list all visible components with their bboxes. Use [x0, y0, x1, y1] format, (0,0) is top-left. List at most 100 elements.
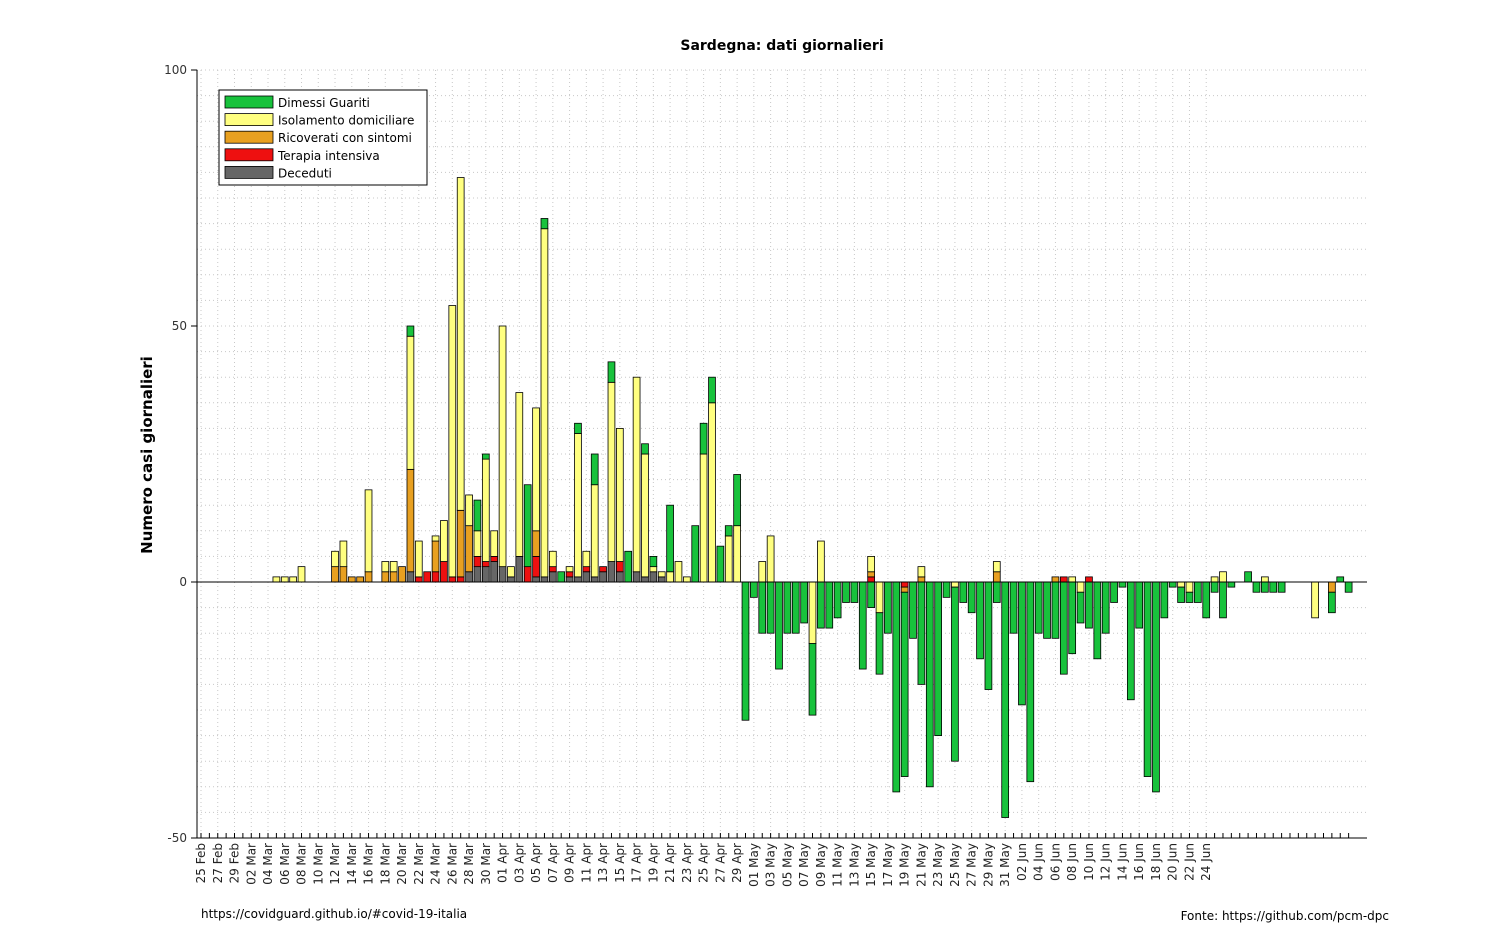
- x-tick-label: 18 Mar: [378, 843, 392, 885]
- bar-segment: [1194, 581, 1202, 603]
- bar-segment: [900, 581, 909, 588]
- bar-segment: [607, 381, 616, 562]
- bar-segment: [490, 530, 499, 557]
- x-tick-label: 29 Apr: [730, 843, 744, 883]
- x-tick-label: 14 Jun: [1115, 843, 1129, 881]
- bar-segment: [649, 571, 658, 583]
- bar-segment: [666, 504, 674, 573]
- x-tick-label: 17 May: [881, 843, 895, 887]
- bar-segment: [532, 556, 540, 578]
- x-tick-label: 02 Jun: [1015, 843, 1029, 881]
- bar-segment: [766, 581, 775, 634]
- x-tick-label: 14 Mar: [345, 843, 359, 885]
- bar-segment: [490, 561, 499, 583]
- bar-segment: [406, 335, 415, 470]
- bar-segment: [1311, 581, 1319, 619]
- bar-segment: [331, 566, 339, 583]
- x-tick-label: 23 May: [931, 843, 945, 887]
- bar-segment: [1219, 581, 1227, 619]
- bar-segment: [548, 566, 557, 573]
- footer-right: Fonte: https://github.com/pcm-dpc: [1181, 909, 1389, 923]
- bar-segment: [657, 576, 666, 583]
- bar-segment: [1001, 581, 1010, 818]
- bar-segment: [674, 561, 683, 583]
- x-tick-label: 08 Jun: [1065, 843, 1079, 881]
- bar-segment: [1185, 581, 1194, 593]
- x-tick-label: 16 Mar: [362, 843, 376, 885]
- bar-segment: [532, 530, 540, 557]
- x-tick-label: 18 Jun: [1149, 843, 1163, 881]
- bar-segment: [641, 453, 649, 578]
- x-tick-label: 01 May: [747, 843, 761, 887]
- bar-segment: [992, 561, 1001, 573]
- bar-segment: [431, 535, 440, 542]
- x-tick-label: 20 Mar: [395, 843, 409, 885]
- bar-segment: [582, 550, 591, 568]
- x-tick-label: 22 Jun: [1182, 843, 1196, 881]
- bar-segment: [540, 228, 549, 578]
- x-tick-label: 11 Apr: [579, 843, 593, 883]
- x-tick-label: 25 Apr: [697, 843, 711, 883]
- bar-segment: [548, 550, 557, 568]
- bar-segment: [1126, 581, 1135, 701]
- x-tick-label: 06 Mar: [278, 843, 292, 885]
- bar-segment: [590, 484, 599, 578]
- x-tick-label: 05 May: [780, 843, 794, 887]
- legend-label: Deceduti: [278, 166, 332, 180]
- bar-segment: [967, 581, 976, 614]
- bar-segment: [607, 361, 616, 383]
- bar-segment: [414, 576, 423, 583]
- bar-segment: [733, 525, 741, 583]
- x-tick-label: 09 May: [814, 843, 828, 887]
- bar-segment: [1059, 581, 1068, 675]
- bar-segment: [616, 561, 624, 573]
- bar-segment: [850, 581, 859, 603]
- bar-segment: [649, 556, 658, 568]
- bar-segment: [364, 489, 373, 573]
- bar-segment: [272, 576, 281, 583]
- bar-segment: [1227, 581, 1236, 588]
- bar-segment: [1177, 586, 1185, 603]
- x-tick-label: 24 Jun: [1199, 843, 1213, 881]
- bar-segment: [1059, 576, 1068, 583]
- x-tick-label: 12 Jun: [1099, 843, 1113, 881]
- bar-segment: [1202, 581, 1211, 619]
- x-ticks: 25 Feb 27 Feb 29 Feb 02 Mar 04 Mar 06 Mar 08 M…: [194, 833, 1350, 887]
- bar-segment: [900, 586, 909, 593]
- bar-segment: [599, 571, 607, 583]
- bar-segment: [1076, 581, 1085, 593]
- bar-segment: [934, 581, 942, 737]
- bar-segment: [431, 540, 440, 573]
- x-tick-label: 19 Apr: [646, 843, 660, 883]
- x-tick-label: 22 Mar: [412, 843, 426, 885]
- bar-segment: [917, 566, 926, 578]
- x-tick-label: 06 Jun: [1048, 843, 1062, 881]
- bar-segment: [791, 581, 800, 634]
- bar-segment: [481, 566, 490, 583]
- bar-segment: [699, 422, 708, 455]
- x-tick-label: 31 May: [998, 843, 1012, 887]
- bar-segment: [406, 468, 415, 573]
- bar-segment: [574, 576, 582, 583]
- bar-segment: [925, 581, 934, 788]
- bar-segment: [858, 581, 867, 670]
- x-tick-label: 01 Apr: [496, 843, 510, 883]
- bar-segment: [1269, 581, 1278, 593]
- bar-segment: [624, 550, 633, 583]
- bar-segment: [1210, 576, 1219, 583]
- x-tick-label: 13 Apr: [596, 843, 610, 883]
- bar-segment: [473, 530, 482, 557]
- bar-segment: [716, 545, 725, 583]
- bar-segment: [875, 581, 884, 614]
- bar-segment: [590, 453, 599, 486]
- bar-segment: [280, 576, 289, 583]
- x-tick-label: 08 Mar: [295, 843, 309, 885]
- legend-swatch: [224, 113, 274, 126]
- axes: [196, 70, 1367, 839]
- x-tick-label: 04 Mar: [261, 843, 275, 885]
- legend-label: Isolamento domiciliare: [278, 114, 414, 128]
- bar-segment: [1177, 581, 1185, 588]
- bar-segment: [775, 581, 783, 670]
- bar-segment: [766, 535, 775, 583]
- bar-segment: [565, 566, 574, 573]
